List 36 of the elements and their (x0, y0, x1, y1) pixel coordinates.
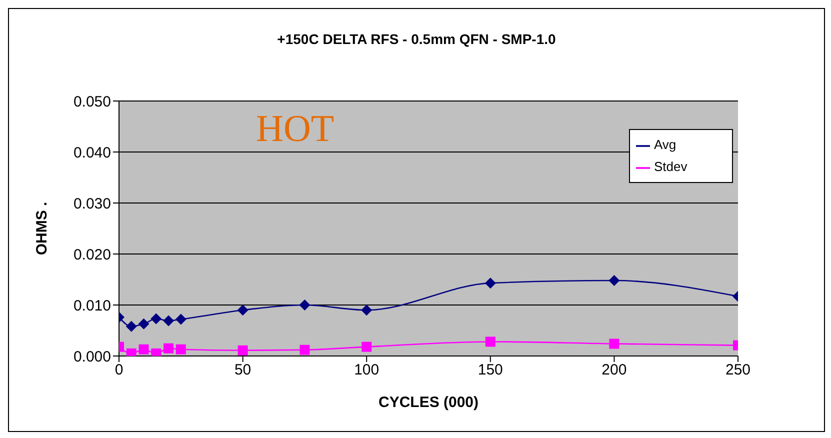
y-axis-title: OHMS . (33, 202, 50, 256)
x-tick-label: 50 (234, 362, 252, 379)
x-tick-label: 100 (354, 362, 380, 379)
point (484, 278, 496, 289)
point (299, 300, 310, 310)
y-tick-label: 0.030 (73, 195, 111, 212)
x-tick-label: 150 (478, 362, 503, 379)
y-tick-label: 0.010 (73, 297, 111, 314)
point (164, 343, 174, 354)
point (138, 344, 149, 354)
point (163, 315, 174, 326)
point (362, 342, 372, 352)
x-tick-label: 0 (114, 362, 124, 379)
point (238, 345, 248, 356)
legend-label: Avg (654, 137, 676, 152)
point (150, 313, 162, 324)
x-tick-label: 200 (602, 362, 627, 379)
chart-title: +150C DELTA RFS - 0.5mm QFN - SMP-1.0 (276, 31, 557, 47)
point (300, 344, 310, 355)
y-tick-label: 0.000 (73, 348, 111, 366)
point (237, 304, 248, 316)
point (138, 318, 150, 330)
point (608, 275, 620, 286)
y-tick-label: 0.050 (73, 93, 111, 110)
point (126, 320, 137, 332)
x-axis-title: CYCLES (000) (378, 394, 479, 411)
point (609, 338, 620, 349)
annotation: HOT (256, 107, 334, 151)
point (361, 304, 372, 316)
y-tick-label: 0.040 (73, 144, 111, 162)
point (485, 336, 496, 347)
point (175, 314, 186, 325)
x-tick-label: 250 (725, 362, 751, 379)
point (176, 344, 186, 354)
y-tick-label: 0.020 (73, 246, 111, 264)
legend-label: Stdev (654, 159, 688, 174)
